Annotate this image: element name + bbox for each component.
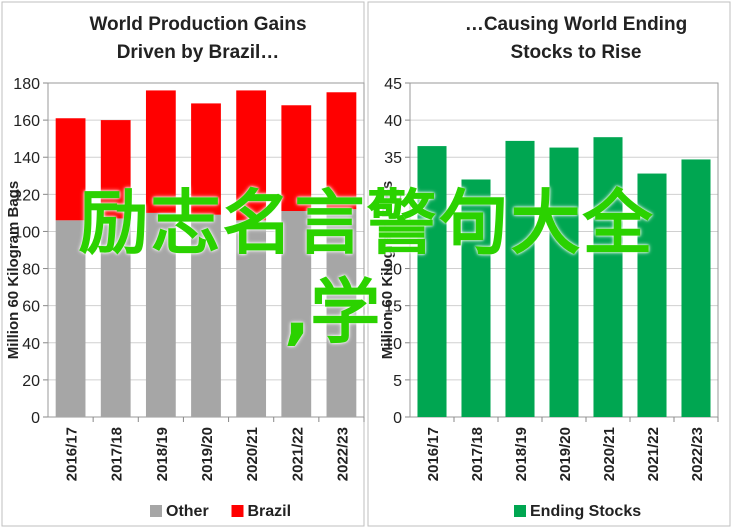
bar-ending-stocks — [593, 137, 623, 417]
bar-brazil — [236, 90, 267, 221]
bar-brazil — [191, 103, 221, 215]
legend-label: Ending Stocks — [530, 503, 641, 520]
bar-other — [281, 211, 312, 417]
y-tick-label: 5 — [393, 373, 402, 390]
bar-brazil — [100, 120, 131, 219]
y-tick-label: 160 — [13, 113, 40, 130]
chart-title: Driven by Brazil… — [117, 42, 280, 63]
chart-panel-1: World Production Gains Driven by Brazil… 0… — [1, 1, 365, 527]
y-tick-label: 15 — [384, 299, 402, 316]
bar-ending-stocks — [417, 146, 447, 418]
bar-ending-stocks — [505, 140, 535, 418]
x-tick-label: 2016/17 — [425, 427, 442, 481]
x-tick-label: 2020/21 — [244, 427, 261, 481]
legend-swatch — [231, 505, 244, 517]
y-tick-label: 0 — [31, 410, 40, 427]
chart-title: …Causing World Ending — [465, 14, 687, 35]
chart-panel-2: …Causing World Ending Stocks to Rise 0 5 10 1… — [367, 1, 731, 527]
y-axis-label: Million 60 Kilogram Bags — [5, 181, 22, 359]
y-tick-label: 20 — [384, 262, 402, 279]
y-tick-label: 40 — [22, 336, 40, 353]
bar-ending-stocks — [549, 147, 579, 417]
bar-other — [55, 220, 86, 417]
x-tick-label: 2018/19 — [154, 427, 171, 481]
y-axis-label: Million 60 Kilogram Bags — [379, 181, 396, 359]
bar-brazil — [326, 92, 357, 210]
bar-other — [145, 212, 176, 417]
y-tick-label: 35 — [384, 150, 402, 167]
legend-label: Other — [166, 503, 209, 520]
x-tick-label: 2022/23 — [689, 427, 706, 481]
y-tick-label: 0 — [393, 410, 402, 427]
y-tick-label: 20 — [22, 373, 40, 390]
y-tick-label: 100 — [13, 224, 40, 241]
bar-brazil — [281, 105, 312, 212]
bar-other — [326, 209, 357, 417]
y-tick-label: 30 — [384, 187, 402, 204]
bar-other — [191, 214, 221, 417]
y-tick-label: 60 — [22, 299, 40, 316]
chart-border — [367, 1, 731, 527]
y-tick-label: 25 — [384, 224, 402, 241]
x-tick-label: 2018/19 — [513, 427, 530, 481]
bar-other — [100, 218, 131, 417]
bar-brazil — [55, 118, 86, 221]
legend-swatch — [514, 505, 526, 517]
x-tick-label: 2020/21 — [601, 427, 618, 481]
x-tick-label: 2019/20 — [557, 427, 574, 481]
y-tick-label: 40 — [384, 113, 402, 130]
x-tick-label: 2021/22 — [289, 427, 306, 481]
x-tick-label: 2019/20 — [199, 427, 216, 481]
y-tick-label: 120 — [13, 187, 40, 204]
x-tick-label: 2021/22 — [645, 427, 662, 481]
bar-brazil — [145, 90, 176, 213]
x-tick-label: 2017/18 — [109, 427, 126, 481]
bar-ending-stocks — [637, 173, 667, 417]
x-tick-label: 2016/17 — [64, 427, 81, 481]
y-tick-label: 180 — [13, 76, 40, 93]
y-tick-label: 80 — [22, 262, 40, 279]
y-tick-label: 10 — [384, 336, 402, 353]
chart-title: Stocks to Rise — [511, 42, 642, 63]
legend-label: Brazil — [248, 503, 292, 520]
y-tick-label: 45 — [384, 76, 402, 93]
x-tick-label: 2017/18 — [469, 427, 486, 481]
bar-other — [236, 220, 267, 417]
bar-ending-stocks — [681, 159, 711, 417]
bar-ending-stocks — [461, 179, 491, 417]
y-tick-label: 140 — [13, 150, 40, 167]
chart-title: World Production Gains — [89, 14, 306, 35]
x-tick-label: 2022/23 — [334, 427, 351, 481]
legend-swatch — [150, 505, 162, 517]
